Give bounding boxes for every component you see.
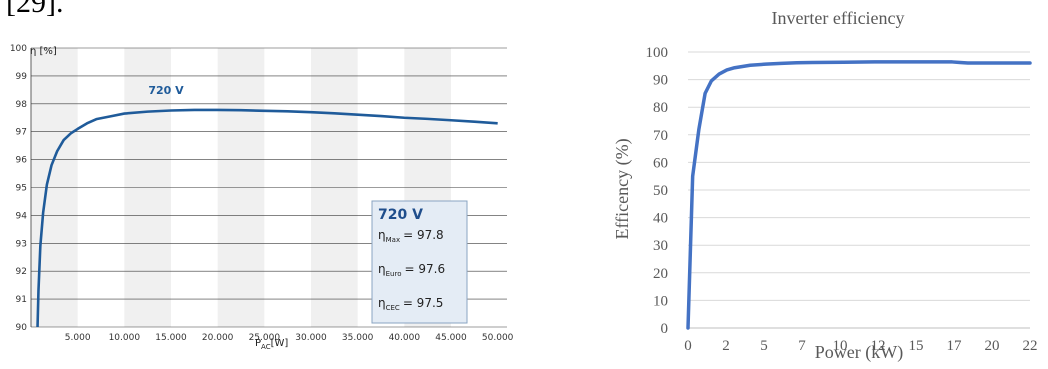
legend-row: ηMax = 97.8 [378,228,444,244]
x-tick-labels: 5.000 10.000 15.000 20.000 25.000 30.000 35.00… [65,333,514,343]
y-tick-label: 93 [16,239,27,249]
y-tick-label: 95 [16,184,27,194]
series-label: 720 V [148,84,184,97]
x-tick-label: 12 [871,338,886,354]
legend-box: 720 V ηMax = 97.8 ηEuro = 97.6 ηCEC = 97.5 [371,200,468,324]
legend-title: 720 V [378,207,423,223]
series-line-efficiency [686,60,1032,330]
y-tick-label: 98 [16,100,28,110]
y-tick-label: 100 [646,45,669,61]
y-tick-label: 20 [653,266,668,282]
y-tick-label: 40 [653,211,668,227]
legend-frame [371,200,468,324]
efficiency-chart-720v: 90 91 92 93 94 95 96 97 98 99 100 5.000 10.000 15.00… [10,44,514,351]
y-tick-label: 96 [16,156,28,166]
y-tick-label: 94 [16,211,28,221]
x-tick-label: 50.000 [482,333,514,343]
y-tick-label: 90 [653,73,668,89]
x-tick-label: 35.000 [342,333,374,343]
inverter-efficiency-chart: Inverter efficiency 01020304050607080901… [612,8,1038,363]
x-tick-label: 22 [1023,338,1038,354]
y-tick-label: 99 [16,72,28,82]
legend-row: ηCEC = 97.5 [378,296,443,312]
series-lines [686,60,1032,330]
y-tick-labels: 0 10 20 30 40 50 60 70 80 90 100 [646,45,669,337]
x-tick-label: 10 [833,338,848,354]
x-tick-label: 20.000 [202,333,234,343]
x-tick-label: 7 [798,338,806,354]
header-fragment: [29]. [6,0,64,19]
x-tick-label: 5.000 [65,333,91,343]
y-tick-label: 70 [653,128,668,144]
y-tick-labels: 90 91 92 93 94 95 96 97 98 99 100 [10,44,27,333]
y-tick-label: 90 [16,323,28,333]
x-tick-label: 40.000 [389,333,421,343]
x-tick-label: 5 [760,338,768,354]
chart-title: Inverter efficiency [771,8,904,28]
x-axis-label: Power (kW) [815,342,903,363]
y-tick-label: 0 [661,321,669,337]
x-tick-label: 10.000 [109,333,141,343]
series-lines: 720 V [36,84,498,328]
y-axis-label: Efficency (%) [612,138,633,239]
y-tick-label: 80 [653,100,668,116]
x-tick-label: 0 [684,338,692,354]
x-tick-label: 20 [985,338,1000,354]
legend-row: ηEuro = 97.6 [378,262,445,278]
y-tick-label: 91 [16,295,27,305]
x-tick-label: 45.000 [435,333,467,343]
chart-gridlines [688,51,1030,329]
x-tick-label: 2 [722,338,730,354]
y-tick-label: 30 [653,238,668,254]
y-axis-label: η [%] [30,46,57,57]
x-tick-label: 25.000 [249,333,281,343]
x-tick-label: 15.000 [155,333,187,343]
y-tick-label: 97 [16,128,27,138]
series-line-720v [36,108,498,328]
y-tick-label: 10 [653,293,668,309]
x-tick-label: 15 [909,338,924,354]
x-tick-label: 17 [947,338,963,354]
y-tick-label: 60 [653,155,668,171]
x-axis-label: PAC[W] [255,338,288,351]
y-tick-label: 50 [653,183,668,199]
y-tick-label: 92 [16,267,27,277]
x-tick-label: 30.000 [295,333,327,343]
x-tick-labels: 0 2 5 7 10 12 15 17 20 22 [684,338,1037,354]
y-tick-label: 100 [10,44,27,54]
